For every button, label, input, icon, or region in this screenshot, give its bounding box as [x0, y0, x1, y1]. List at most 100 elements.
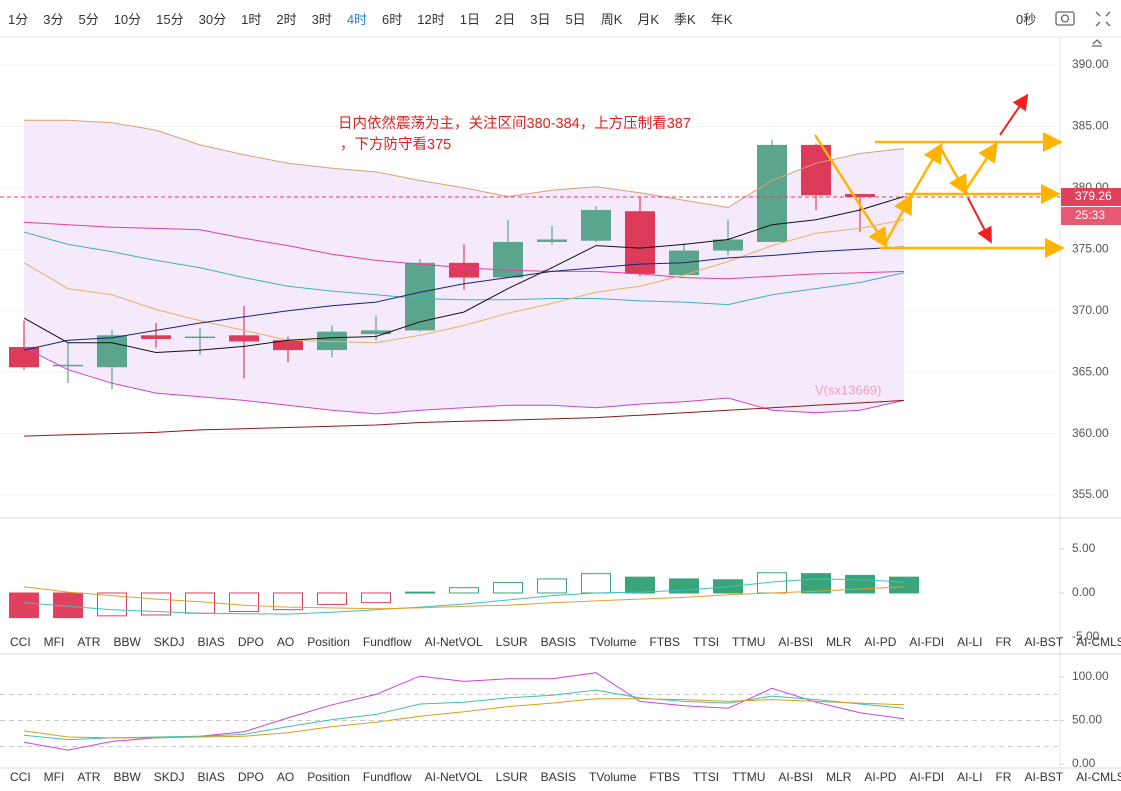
- interval-button[interactable]: 10分: [113, 11, 142, 27]
- interval-button[interactable]: 3日: [530, 11, 551, 27]
- interval-button[interactable]: 3分: [43, 11, 64, 27]
- interval-button[interactable]: 6时: [382, 11, 403, 27]
- y-tick-label: 100.00: [1072, 669, 1109, 683]
- camera-icon[interactable]: [1055, 11, 1075, 26]
- interval-button[interactable]: 1时: [241, 11, 262, 27]
- histogram-bar: [625, 576, 655, 594]
- timer[interactable]: 0秒: [1016, 12, 1037, 27]
- indicator-tab[interactable]: BIAS: [197, 635, 225, 649]
- indicator-tab[interactable]: ATR: [77, 635, 101, 649]
- camera-lens: [1060, 14, 1070, 23]
- indicator-tab[interactable]: SKDJ: [153, 770, 185, 784]
- interval-button[interactable]: 1分: [8, 11, 29, 27]
- indicator-tab[interactable]: TTMU: [732, 635, 766, 649]
- interval-button[interactable]: 1日: [459, 11, 480, 27]
- indicator-tab[interactable]: AO: [276, 635, 295, 649]
- drawing-line: [883, 193, 913, 245]
- collapse-icon[interactable]: [1092, 39, 1102, 47]
- indicator-tab[interactable]: TTSI: [693, 770, 720, 784]
- y-tick-label: 5.00: [1072, 541, 1096, 555]
- y-tick-label: 0.00: [1072, 756, 1096, 770]
- indicator-tab[interactable]: MFI: [43, 770, 65, 784]
- indicator-tab[interactable]: Position: [307, 770, 350, 784]
- interval-button[interactable]: 5日: [565, 11, 586, 27]
- indicator-tab[interactable]: FTBS: [649, 770, 681, 784]
- y-tick-label: 390.00: [1072, 57, 1109, 71]
- indicator-tab[interactable]: AI-CMLSI: [1076, 770, 1121, 784]
- indicator-line: [24, 119, 905, 209]
- indicator-line: [23, 698, 905, 739]
- indicator-tab[interactable]: FR: [995, 635, 1012, 649]
- indicator-tab[interactable]: DPO: [237, 635, 264, 649]
- interval-button[interactable]: 2日: [494, 11, 516, 27]
- indicator-tab[interactable]: BASIS: [540, 770, 577, 784]
- interval-button[interactable]: 年K: [710, 11, 733, 27]
- indicator-tab[interactable]: CCI: [10, 635, 31, 649]
- indicator-tab[interactable]: MFI: [43, 635, 65, 649]
- plot-under: [0, 64, 1064, 765]
- histogram-bar: [449, 587, 479, 594]
- indicator-tab[interactable]: LSUR: [495, 770, 528, 784]
- annotation: ，下方防守看375: [340, 136, 451, 153]
- indicator-line: [23, 689, 905, 741]
- indicator-tab[interactable]: MLR: [826, 770, 852, 784]
- interval-button[interactable]: 周K: [600, 11, 623, 27]
- histogram-bar: [361, 592, 391, 604]
- indicator-tab[interactable]: AI-LI: [957, 635, 983, 649]
- indicator-line: [23, 586, 905, 610]
- toolbar-icons: [1055, 11, 1111, 47]
- indicator-tab[interactable]: AI-PD: [864, 635, 897, 649]
- interval-button[interactable]: 5分: [78, 11, 99, 27]
- indicator-tab[interactable]: AI-CMLSI: [1076, 635, 1121, 649]
- indicator-tab[interactable]: AI-PD: [864, 770, 897, 784]
- countdown-tag: [1061, 206, 1121, 225]
- indicator-tab[interactable]: TVolume: [589, 770, 637, 784]
- indicator-tab[interactable]: TTSI: [693, 635, 720, 649]
- candle-body: [273, 340, 303, 351]
- histogram-bar: [493, 581, 523, 594]
- indicator-tab[interactable]: BIAS: [197, 770, 225, 784]
- indicator-tab[interactable]: Position: [307, 635, 350, 649]
- indicator-tab[interactable]: DPO: [237, 770, 264, 784]
- indicator-tab[interactable]: AI-NetVOL: [424, 770, 483, 784]
- indicator-tab[interactable]: AI-NetVOL: [424, 635, 483, 649]
- indicator-tab[interactable]: TTMU: [732, 770, 766, 784]
- indicator-tab[interactable]: AI-BST: [1024, 635, 1064, 649]
- interval-button[interactable]: 3时: [311, 11, 332, 27]
- interval-button[interactable]: 30分: [198, 11, 227, 27]
- indicator-line: [23, 231, 905, 306]
- indicator-tab[interactable]: TVolume: [589, 635, 637, 649]
- interval-button[interactable]: 2时: [276, 11, 297, 27]
- interval-button[interactable]: 12时: [417, 11, 445, 27]
- y-tick-label: 365.00: [1072, 364, 1109, 378]
- indicator-tab[interactable]: AI-FDI: [909, 635, 945, 649]
- indicator-tab[interactable]: MLR: [826, 635, 852, 649]
- candle-body: [449, 262, 479, 278]
- indicator-tab[interactable]: Fundflow: [362, 635, 412, 649]
- indicator-tab[interactable]: AO: [276, 770, 295, 784]
- interval-button[interactable]: 季K: [674, 11, 696, 27]
- drawing-line: [938, 146, 968, 196]
- indicator-tab[interactable]: AI-BSI: [778, 770, 814, 784]
- indicator-tab[interactable]: CCI: [10, 770, 31, 784]
- interval-button[interactable]: 15分: [156, 11, 184, 27]
- expand-icon[interactable]: [1095, 11, 1111, 27]
- indicator-tab[interactable]: BBW: [113, 635, 141, 649]
- interval-button[interactable]: 4时: [346, 11, 368, 27]
- indicator-tab[interactable]: LSUR: [495, 635, 528, 649]
- indicator-tab[interactable]: Fundflow: [362, 770, 412, 784]
- candle-body: [713, 239, 743, 251]
- indicator-tab[interactable]: AI-LI: [957, 770, 983, 784]
- indicator-tab[interactable]: ATR: [77, 770, 101, 784]
- indicator-tab[interactable]: BASIS: [540, 635, 577, 649]
- indicator-tab[interactable]: SKDJ: [153, 635, 185, 649]
- interval-button[interactable]: 月K: [637, 11, 660, 27]
- y-tick-label: 50.00: [1072, 713, 1102, 727]
- indicator-tab[interactable]: FTBS: [649, 635, 681, 649]
- indicator-tab[interactable]: AI-FDI: [909, 770, 945, 784]
- histogram-bar: [317, 592, 347, 605]
- indicator-tab[interactable]: BBW: [113, 770, 141, 784]
- indicator-tab[interactable]: AI-BSI: [778, 635, 814, 649]
- indicator-tab[interactable]: FR: [995, 770, 1012, 784]
- indicator-tab[interactable]: AI-BST: [1024, 770, 1064, 784]
